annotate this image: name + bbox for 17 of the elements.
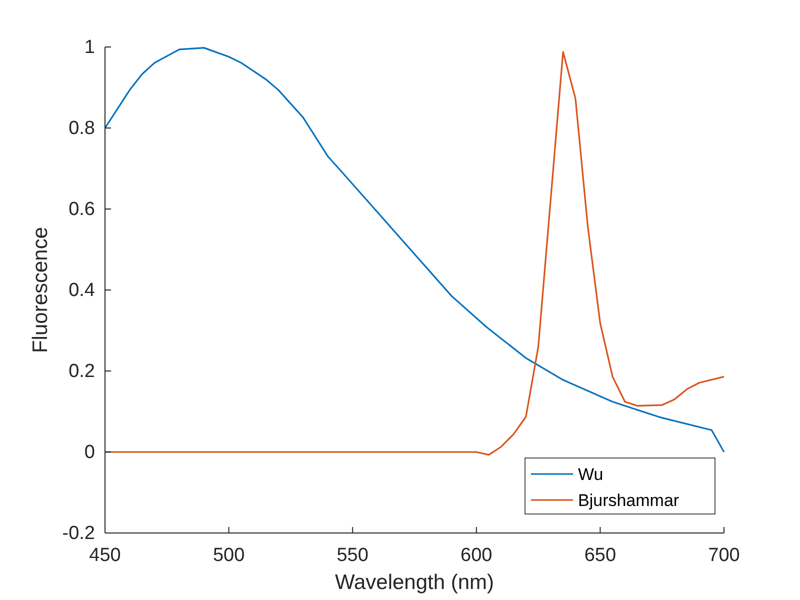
y-tick-label: 0.2 — [68, 361, 95, 382]
y-tick-label: 1 — [84, 37, 95, 58]
y-tick-label: 0 — [84, 442, 95, 463]
legend-label: Wu — [578, 465, 604, 484]
legend-label: Bjurshammar — [578, 491, 680, 510]
y-axis-title: Fluorescence — [29, 226, 52, 354]
x-tick-label: 450 — [89, 545, 121, 566]
x-tick-label: 550 — [336, 545, 368, 566]
x-tick-label: 650 — [584, 545, 616, 566]
x-tick-label: 600 — [460, 545, 492, 566]
x-axis-title: Wavelength (nm) — [334, 571, 494, 594]
x-tick-label: 700 — [708, 545, 740, 566]
y-tick-label: -0.2 — [62, 523, 95, 544]
y-tick-label: 0.8 — [68, 118, 95, 139]
x-tick-label: 500 — [212, 545, 245, 566]
y-tick-label: 0.4 — [68, 280, 96, 301]
y-tick-label: 0.6 — [68, 199, 95, 220]
